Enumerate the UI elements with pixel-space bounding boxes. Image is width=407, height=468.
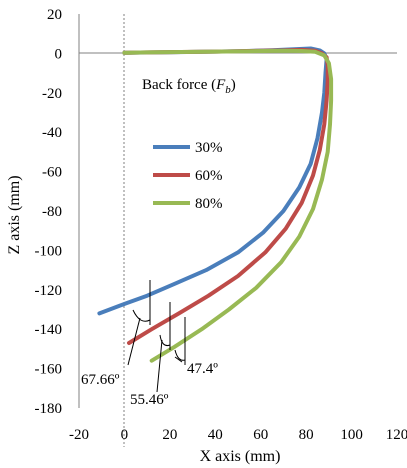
angle-arc-80 (174, 349, 186, 361)
y-tick-label: -80 (42, 204, 62, 220)
x-tick-label: 120 (386, 427, 407, 443)
x-tick-label: 20 (162, 427, 177, 443)
legend-title-close: ) (231, 77, 236, 93)
y-tick-label: -140 (35, 322, 63, 338)
angle-label-60: 55.46º (130, 392, 169, 408)
x-tick-label: 100 (340, 427, 363, 443)
y-tick-label: -180 (35, 401, 63, 417)
legend: Back force (Fb) 30% 60% 80% (142, 77, 236, 212)
y-tick-label: -160 (35, 362, 63, 378)
angle-label-80: 47.4º (187, 361, 218, 377)
y-tick-label: -100 (35, 243, 63, 259)
y-tick-label: -40 (42, 125, 62, 141)
x-tick-labels: -20 0 20 40 60 80 100 120 (69, 427, 407, 443)
x-axis-title: X axis (mm) (200, 448, 281, 465)
x-tick-label: 40 (208, 427, 223, 443)
x-tick-label: 60 (253, 427, 268, 443)
y-tick-label: -120 (35, 283, 63, 299)
legend-title-text: Back force ( (142, 77, 216, 93)
angle-leader-80 (174, 356, 183, 363)
angle-label-30: 67.66º (81, 372, 120, 388)
series-line-80pct (122, 48, 334, 363)
x-tick-label: -20 (69, 427, 89, 443)
angle-leader-30 (127, 317, 141, 366)
y-tick-label: 0 (55, 46, 63, 62)
legend-label-60: 60% (195, 168, 223, 184)
x-tick-label: 80 (299, 427, 314, 443)
y-axis-title: Z axis (mm) (6, 175, 23, 254)
angle-arc-30 (132, 309, 151, 322)
x-tick-label: 0 (121, 427, 129, 443)
legend-title-symbol: F (215, 77, 226, 93)
angle-arc-60 (159, 334, 171, 346)
angle-leader-60 (156, 339, 163, 393)
legend-title: Back force (Fb) (142, 77, 236, 96)
series-layer (97, 46, 334, 363)
legend-label-80: 80% (195, 196, 223, 212)
angle-annotations (127, 280, 186, 393)
y-tick-label: -60 (42, 165, 62, 181)
y-tick-label: -20 (42, 86, 62, 102)
legend-label-30: 30% (195, 140, 223, 156)
legend-title-sub: b (225, 84, 231, 96)
angle-labels: 67.66º 55.46º 47.4º (81, 361, 218, 408)
y-tick-label: 20 (47, 7, 62, 23)
y-tick-labels: 20 0 -20 -40 -60 -80 -100 -120 -140 -160 -180 (35, 7, 63, 417)
plot-area (78, 14, 397, 447)
